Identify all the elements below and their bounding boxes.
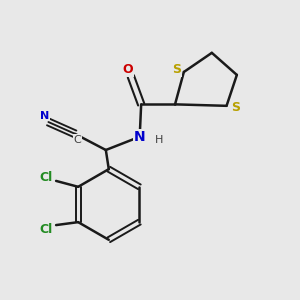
Text: Cl: Cl — [39, 223, 52, 236]
Text: Cl: Cl — [39, 172, 52, 184]
Text: S: S — [172, 62, 181, 76]
Text: N: N — [40, 110, 50, 121]
Text: H: H — [154, 135, 163, 145]
Text: O: O — [123, 63, 133, 76]
Text: N: N — [134, 130, 146, 144]
Text: S: S — [231, 101, 240, 114]
Text: C: C — [74, 135, 81, 145]
